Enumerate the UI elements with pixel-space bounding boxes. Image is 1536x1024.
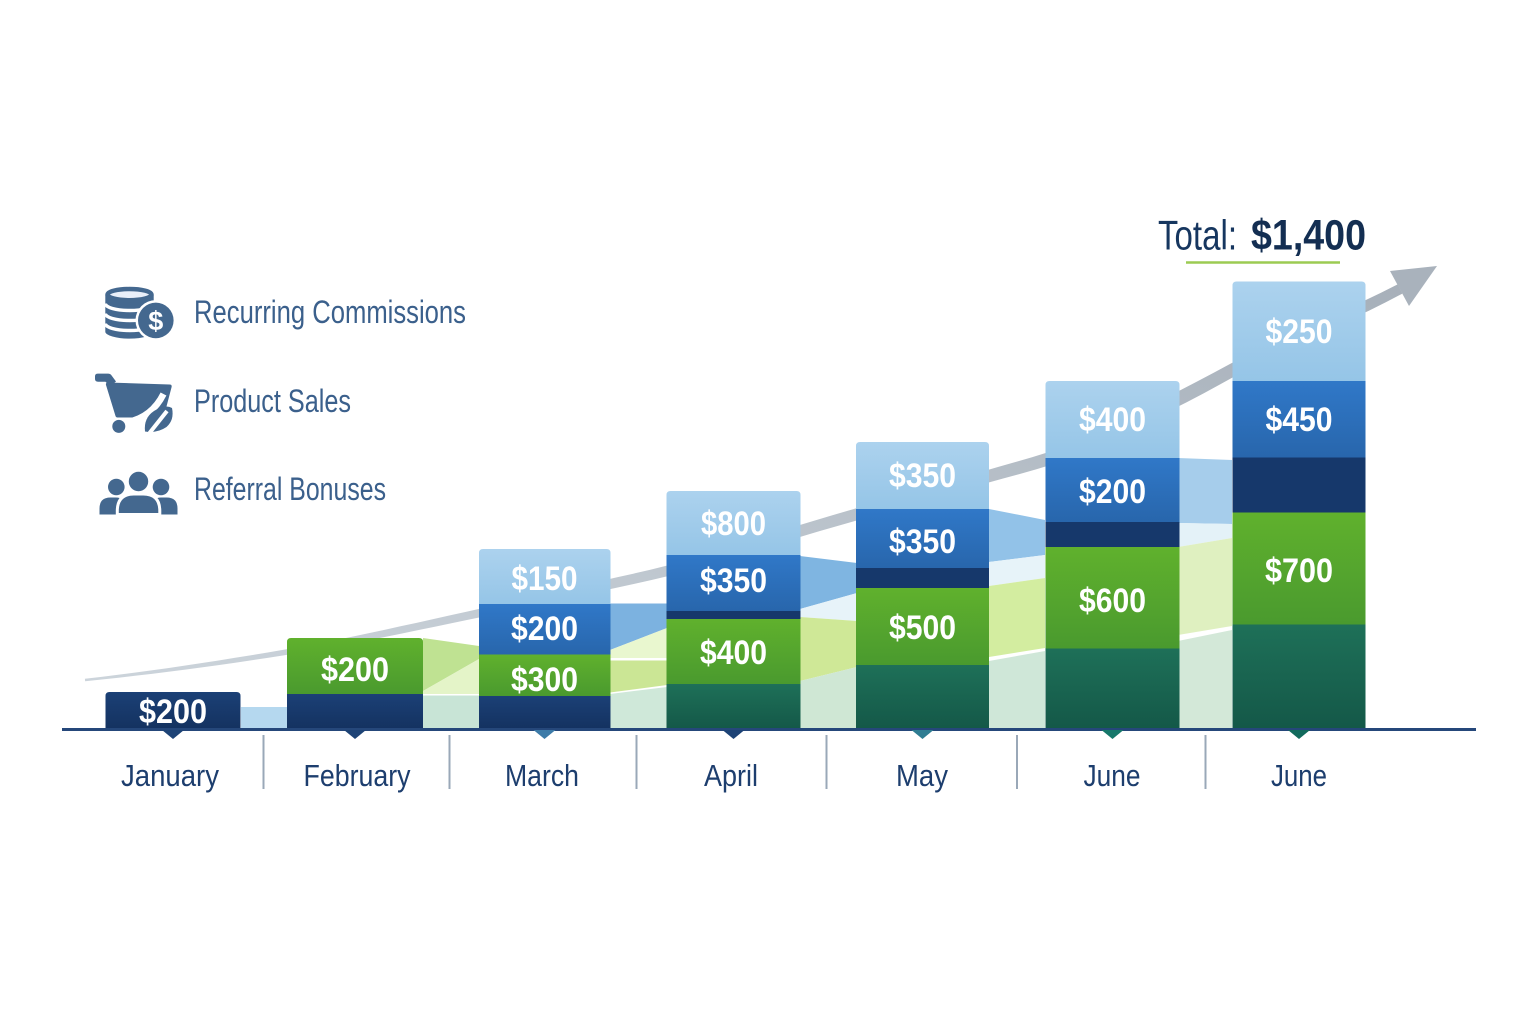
svg-text:$400: $400 [1079,401,1146,439]
svg-text:April: April [704,758,758,793]
svg-text:$450: $450 [1266,401,1333,439]
svg-text:May: May [896,758,948,793]
svg-text:February: February [304,758,411,793]
svg-text:$700: $700 [1265,552,1333,590]
svg-text:$1,400: $1,400 [1251,212,1366,260]
svg-text:$200: $200 [321,651,389,689]
svg-text:Product Sales: Product Sales [194,383,351,419]
svg-text:$: $ [148,306,163,336]
svg-text:$800: $800 [701,505,766,543]
svg-text:$500: $500 [889,609,956,647]
svg-text:$200: $200 [1079,473,1146,511]
svg-text:$350: $350 [700,562,767,600]
svg-text:Recurring Commissions: Recurring Commissions [194,294,466,330]
svg-text:Referral Bonuses: Referral Bonuses [194,471,386,507]
svg-text:$250: $250 [1266,313,1333,351]
svg-text:June: June [1271,758,1327,793]
svg-text:$350: $350 [889,523,956,561]
svg-text:$300: $300 [511,661,578,699]
svg-text:January: January [121,758,219,793]
svg-text:June: June [1084,758,1141,793]
svg-text:$200: $200 [511,610,578,648]
svg-text:Total:: Total: [1158,212,1237,259]
svg-text:$600: $600 [1079,582,1146,620]
svg-text:$200: $200 [139,693,207,731]
svg-text:$400: $400 [700,634,767,672]
svg-text:$350: $350 [889,457,956,495]
svg-text:$150: $150 [512,560,578,598]
svg-text:March: March [505,758,579,793]
